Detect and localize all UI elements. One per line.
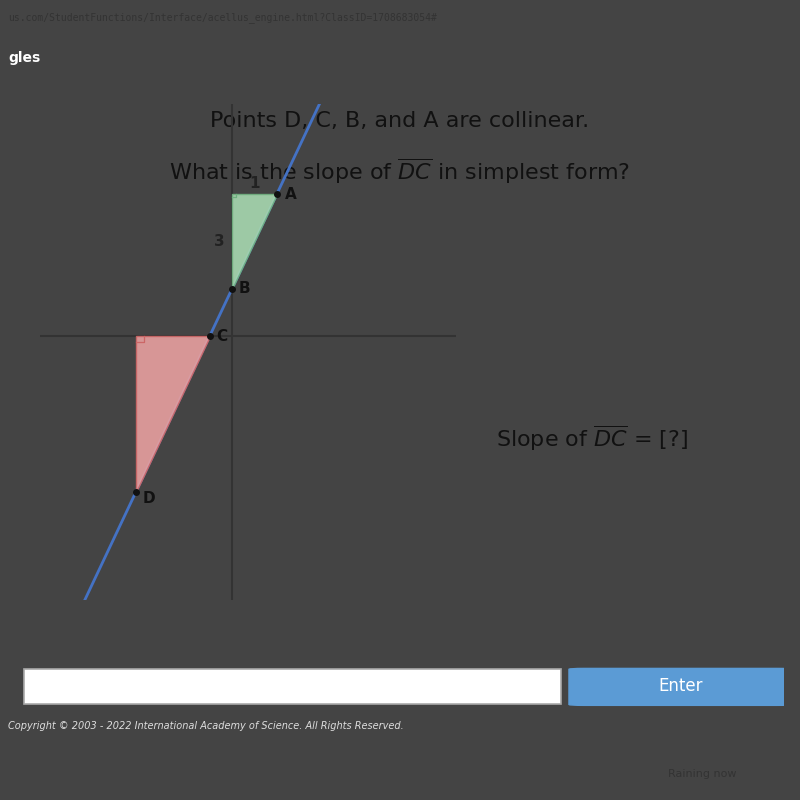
Text: Copyright © 2003 - 2022 International Academy of Science. All Rights Reserved.: Copyright © 2003 - 2022 International Ac… — [8, 721, 404, 731]
Text: D: D — [142, 491, 155, 506]
Text: Enter: Enter — [658, 677, 702, 695]
Text: Points D, C, B, and A are collinear.: Points D, C, B, and A are collinear. — [210, 111, 590, 131]
Text: O  ⊞: O ⊞ — [32, 767, 60, 781]
Text: A: A — [285, 186, 296, 202]
Text: us.com/StudentFunctions/Interface/acellus_engine.html?ClassID=1708683054#: us.com/StudentFunctions/Interface/acellu… — [8, 13, 437, 23]
Text: Slope of $\overline{DC}$ = [?]: Slope of $\overline{DC}$ = [?] — [496, 423, 688, 453]
Polygon shape — [136, 336, 210, 492]
Polygon shape — [232, 194, 277, 289]
Text: C: C — [216, 329, 227, 344]
Text: gles: gles — [8, 51, 40, 65]
FancyBboxPatch shape — [569, 668, 792, 706]
FancyBboxPatch shape — [24, 670, 562, 705]
Text: B: B — [238, 282, 250, 296]
Text: What is the slope of $\overline{DC}$ in simplest form?: What is the slope of $\overline{DC}$ in … — [170, 157, 630, 186]
Text: 1: 1 — [249, 175, 260, 190]
Text: Raining now: Raining now — [667, 769, 736, 779]
Text: 3: 3 — [214, 234, 224, 249]
